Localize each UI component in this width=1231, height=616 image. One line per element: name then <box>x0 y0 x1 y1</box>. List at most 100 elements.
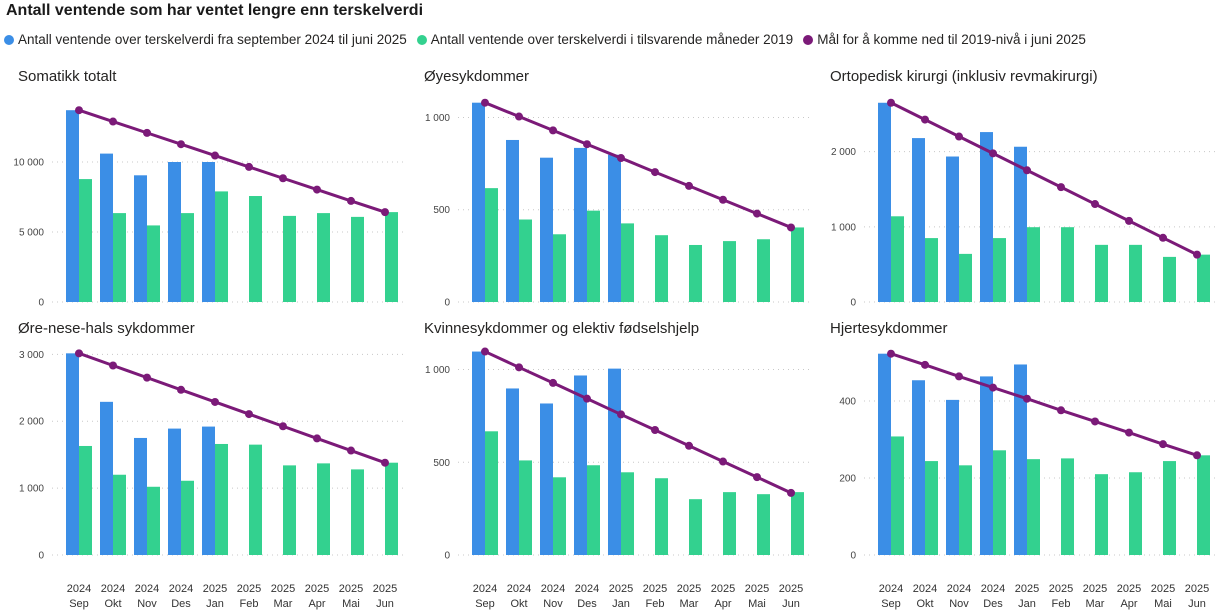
x-tick-month: Apr <box>1120 598 1137 610</box>
chart-panel-somatikk: Somatikk totalt 0 5 000 10 000 <box>0 62 410 362</box>
x-tick-month: Feb <box>1052 598 1071 610</box>
target-point <box>719 195 727 204</box>
x-tick-month: Jan <box>206 598 224 610</box>
x-tick-month: Nov <box>137 598 157 610</box>
chart-title: Øre-nese-hals sykdommer <box>18 320 195 337</box>
bar-2019 <box>791 492 804 555</box>
y-tick-label: 5 000 <box>19 228 44 239</box>
target-point <box>143 373 151 382</box>
x-tick-year: 2024 <box>879 583 903 595</box>
target-point <box>347 196 355 205</box>
bar-2019 <box>215 191 228 302</box>
target-point <box>279 422 287 431</box>
target-point <box>1057 406 1065 415</box>
target-point <box>75 349 83 358</box>
legend-label: Antall ventende over terskelverdi fra se… <box>18 32 407 47</box>
y-tick-label: 500 <box>433 205 450 216</box>
bar-2019 <box>519 460 532 555</box>
x-tick-month: Des <box>171 598 191 610</box>
bar-2019 <box>689 244 702 302</box>
x-tick-month: Feb <box>646 598 665 610</box>
x-tick-year: 2024 <box>913 583 937 595</box>
bar-2019 <box>385 212 398 302</box>
chart-plot: 0 200 400 2024 Sep 2024 Okt 2024 Nov 2024 Des 2025 J… <box>839 349 1217 610</box>
target-line <box>890 352 1198 457</box>
target-point <box>109 361 117 370</box>
bar-2019 <box>317 213 330 302</box>
target-point <box>549 378 557 387</box>
legend-item-2019[interactable]: Antall ventende over terskelverdi i tils… <box>416 32 794 47</box>
target-point <box>549 126 557 135</box>
target-point <box>245 162 253 171</box>
chart-plot: 0 1 000 2 000 <box>831 98 1217 309</box>
chart-plot: 0 500 1 000 <box>425 98 811 309</box>
target-point <box>1091 417 1099 426</box>
target-point <box>583 394 591 403</box>
bar-2019 <box>351 216 364 302</box>
bar-2019 <box>655 478 668 555</box>
bar-current <box>66 110 79 302</box>
bar-2019 <box>1061 458 1074 555</box>
x-tick-year: 2025 <box>677 583 701 595</box>
x-tick-month: Nov <box>949 598 969 610</box>
chart-title: Ortopedisk kirurgi (inklusiv revmakirurg… <box>830 68 1098 85</box>
x-tick-month: Sep <box>881 598 901 610</box>
y-tick-label: 200 <box>839 474 856 485</box>
bar-2019 <box>215 443 228 555</box>
bar-current <box>912 380 925 555</box>
bar-2019 <box>621 472 634 555</box>
bar-current <box>980 132 993 302</box>
bar-2019 <box>1095 474 1108 555</box>
bar-2019 <box>385 462 398 555</box>
target-point <box>1023 394 1031 403</box>
bar-2019 <box>553 477 566 555</box>
target-point <box>955 132 963 141</box>
x-tick-month: Okt <box>916 598 933 610</box>
bar-current <box>946 399 959 555</box>
bar-current <box>168 162 181 302</box>
y-tick-label: 0 <box>850 551 856 562</box>
bar-current <box>100 401 113 555</box>
x-tick-year: 2024 <box>473 583 497 595</box>
target-point <box>955 372 963 381</box>
bar-current <box>472 102 485 302</box>
bar-2019 <box>757 239 770 302</box>
legend-label: Antall ventende over terskelverdi i tils… <box>430 32 794 47</box>
bar-2019 <box>655 235 668 302</box>
chart-panel-oyesykdommer: Øyesykdommer 0 500 1 000 <box>406 62 816 362</box>
legend-dot-green-icon <box>416 34 427 45</box>
target-point <box>989 149 997 158</box>
bar-2019 <box>249 444 262 555</box>
bar-2019 <box>249 196 262 302</box>
x-tick-month: Okt <box>104 598 121 610</box>
bar-current <box>608 368 621 555</box>
bar-2019 <box>147 225 160 302</box>
x-tick-year: 2025 <box>1083 583 1107 595</box>
chart-plot: 0 5 000 10 000 <box>13 106 405 309</box>
target-point <box>1159 440 1167 449</box>
chart-title: Kvinnesykdommer og elektiv fødselshjelp <box>424 320 700 337</box>
bar-current <box>506 139 519 302</box>
chart-plot: 0 500 1 000 2024 Sep 2024 Okt 2024 Nov 2024 Des 202… <box>425 347 811 610</box>
x-tick-year: 2024 <box>981 583 1005 595</box>
x-tick-year: 2025 <box>609 583 633 595</box>
legend-item-current[interactable]: Antall ventende over terskelverdi fra se… <box>4 32 407 47</box>
bar-2019 <box>925 238 938 302</box>
x-tick-month: Sep <box>475 598 495 610</box>
bar-current <box>1014 146 1027 302</box>
x-tick-year: 2025 <box>1015 583 1039 595</box>
legend-dot-blue-icon <box>4 34 14 45</box>
bar-2019 <box>317 463 330 555</box>
bar-2019 <box>757 494 770 555</box>
bar-2019 <box>1197 455 1210 555</box>
x-tick-month: Okt <box>510 598 527 610</box>
target-point <box>887 98 895 107</box>
target-point <box>75 106 83 115</box>
x-tick-year: 2024 <box>67 583 91 595</box>
legend-item-target[interactable]: Mål for å komme ned til 2019-nivå i juni… <box>803 32 1086 47</box>
target-point <box>211 397 219 406</box>
x-tick-year: 2025 <box>1185 583 1209 595</box>
x-tick-year: 2025 <box>339 583 363 595</box>
y-tick-label: 0 <box>38 298 44 309</box>
x-tick-year: 2024 <box>947 583 971 595</box>
